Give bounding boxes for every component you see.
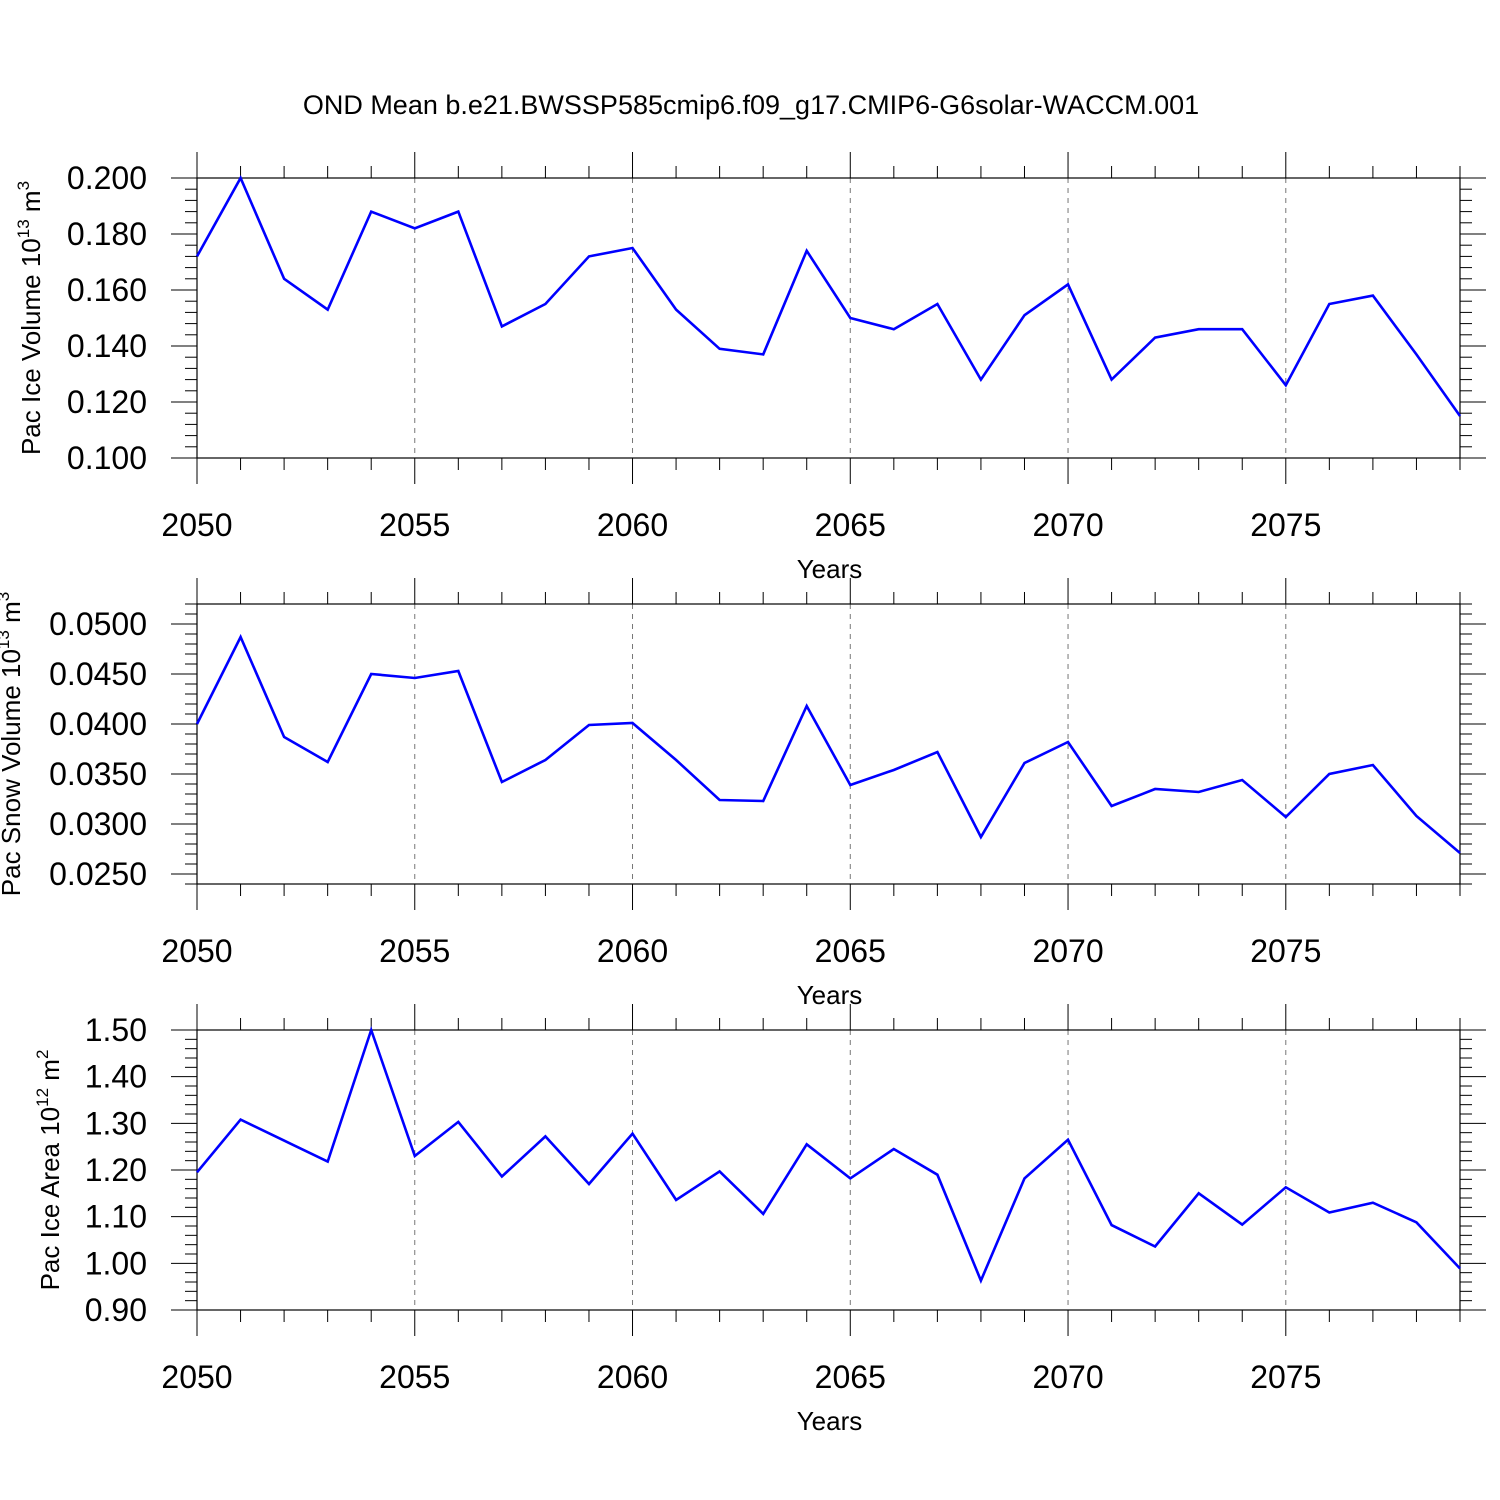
- y-tick-label: 1.50: [85, 1012, 147, 1048]
- x-axis-title: Years: [797, 980, 863, 1010]
- y-tick-label: 0.0450: [49, 656, 147, 692]
- x-tick-label: 2070: [1032, 1359, 1103, 1395]
- x-tick-label: 2055: [379, 933, 450, 969]
- x-tick-label: 2055: [379, 1359, 450, 1395]
- x-tick-label: 2070: [1032, 933, 1103, 969]
- x-tick-label: 2065: [815, 933, 886, 969]
- y-tick-label: 0.180: [67, 216, 147, 252]
- y-tick-label: 1.30: [85, 1105, 147, 1141]
- series-line: [195, 175, 1462, 417]
- x-tick-label: 2060: [597, 507, 668, 543]
- y-axis-title: Pac Snow Volume 1013 m3: [0, 592, 26, 896]
- y-tick-label: 0.100: [67, 440, 147, 476]
- y-tick-label: 1.10: [85, 1199, 147, 1235]
- y-tick-label: 0.90: [85, 1292, 147, 1328]
- y-tick-label: 0.0300: [49, 806, 147, 842]
- y-tick-label: 0.0400: [49, 706, 147, 742]
- x-tick-label: 2050: [161, 507, 232, 543]
- x-tick-label: 2070: [1032, 507, 1103, 543]
- plot-frame: [196, 177, 1461, 459]
- y-tick-label: 0.0350: [49, 756, 147, 792]
- x-tick-label: 2065: [815, 507, 886, 543]
- y-tick-label: 1.40: [85, 1059, 147, 1095]
- x-tick-label: 2050: [161, 1359, 232, 1395]
- panel-snow-volume: 2050 2055 2060 2065 2070 2075 0.0250 0.0300 0.03…: [0, 578, 1486, 1010]
- y-tick-label: 1.20: [85, 1152, 147, 1188]
- y-axis-title: Pac Ice Area 1012 m2: [33, 1050, 65, 1291]
- x-tick-label: 2055: [379, 507, 450, 543]
- y-axis-title: Pac Ice Volume 1013 m3: [14, 181, 46, 455]
- x-tick-label: 2075: [1250, 507, 1321, 543]
- y-tick-label: 0.0500: [49, 606, 147, 642]
- panel-ice-volume: 2050 2055 2060 2065 2070 2075 0.100 0.120 0.140 0…: [14, 152, 1486, 584]
- y-tick-label: 0.160: [67, 272, 147, 308]
- x-tick-label: 2075: [1250, 933, 1321, 969]
- x-axis-title: Years: [797, 1406, 863, 1436]
- x-tick-label: 2060: [597, 1359, 668, 1395]
- y-tick-label: 1.00: [85, 1245, 147, 1281]
- series-line: [195, 1025, 1461, 1284]
- series-line: [195, 633, 1461, 854]
- x-tick-label: 2065: [815, 1359, 886, 1395]
- y-tick-label: 0.0250: [49, 856, 147, 892]
- y-tick-label: 0.140: [67, 328, 147, 364]
- x-tick-label: 2060: [597, 933, 668, 969]
- chart-title: OND Mean b.e21.BWSSP585cmip6.f09_g17.CMI…: [303, 90, 1199, 120]
- y-tick-label: 0.200: [67, 160, 147, 196]
- x-tick-label: 2075: [1250, 1359, 1321, 1395]
- x-tick-label: 2050: [161, 933, 232, 969]
- panel-ice-area: 2050 2055 2060 2065 2070 2075 0.90 1.00 1.10 1.20…: [33, 1004, 1486, 1436]
- x-axis-title: Years: [797, 554, 863, 584]
- y-tick-label: 0.120: [67, 384, 147, 420]
